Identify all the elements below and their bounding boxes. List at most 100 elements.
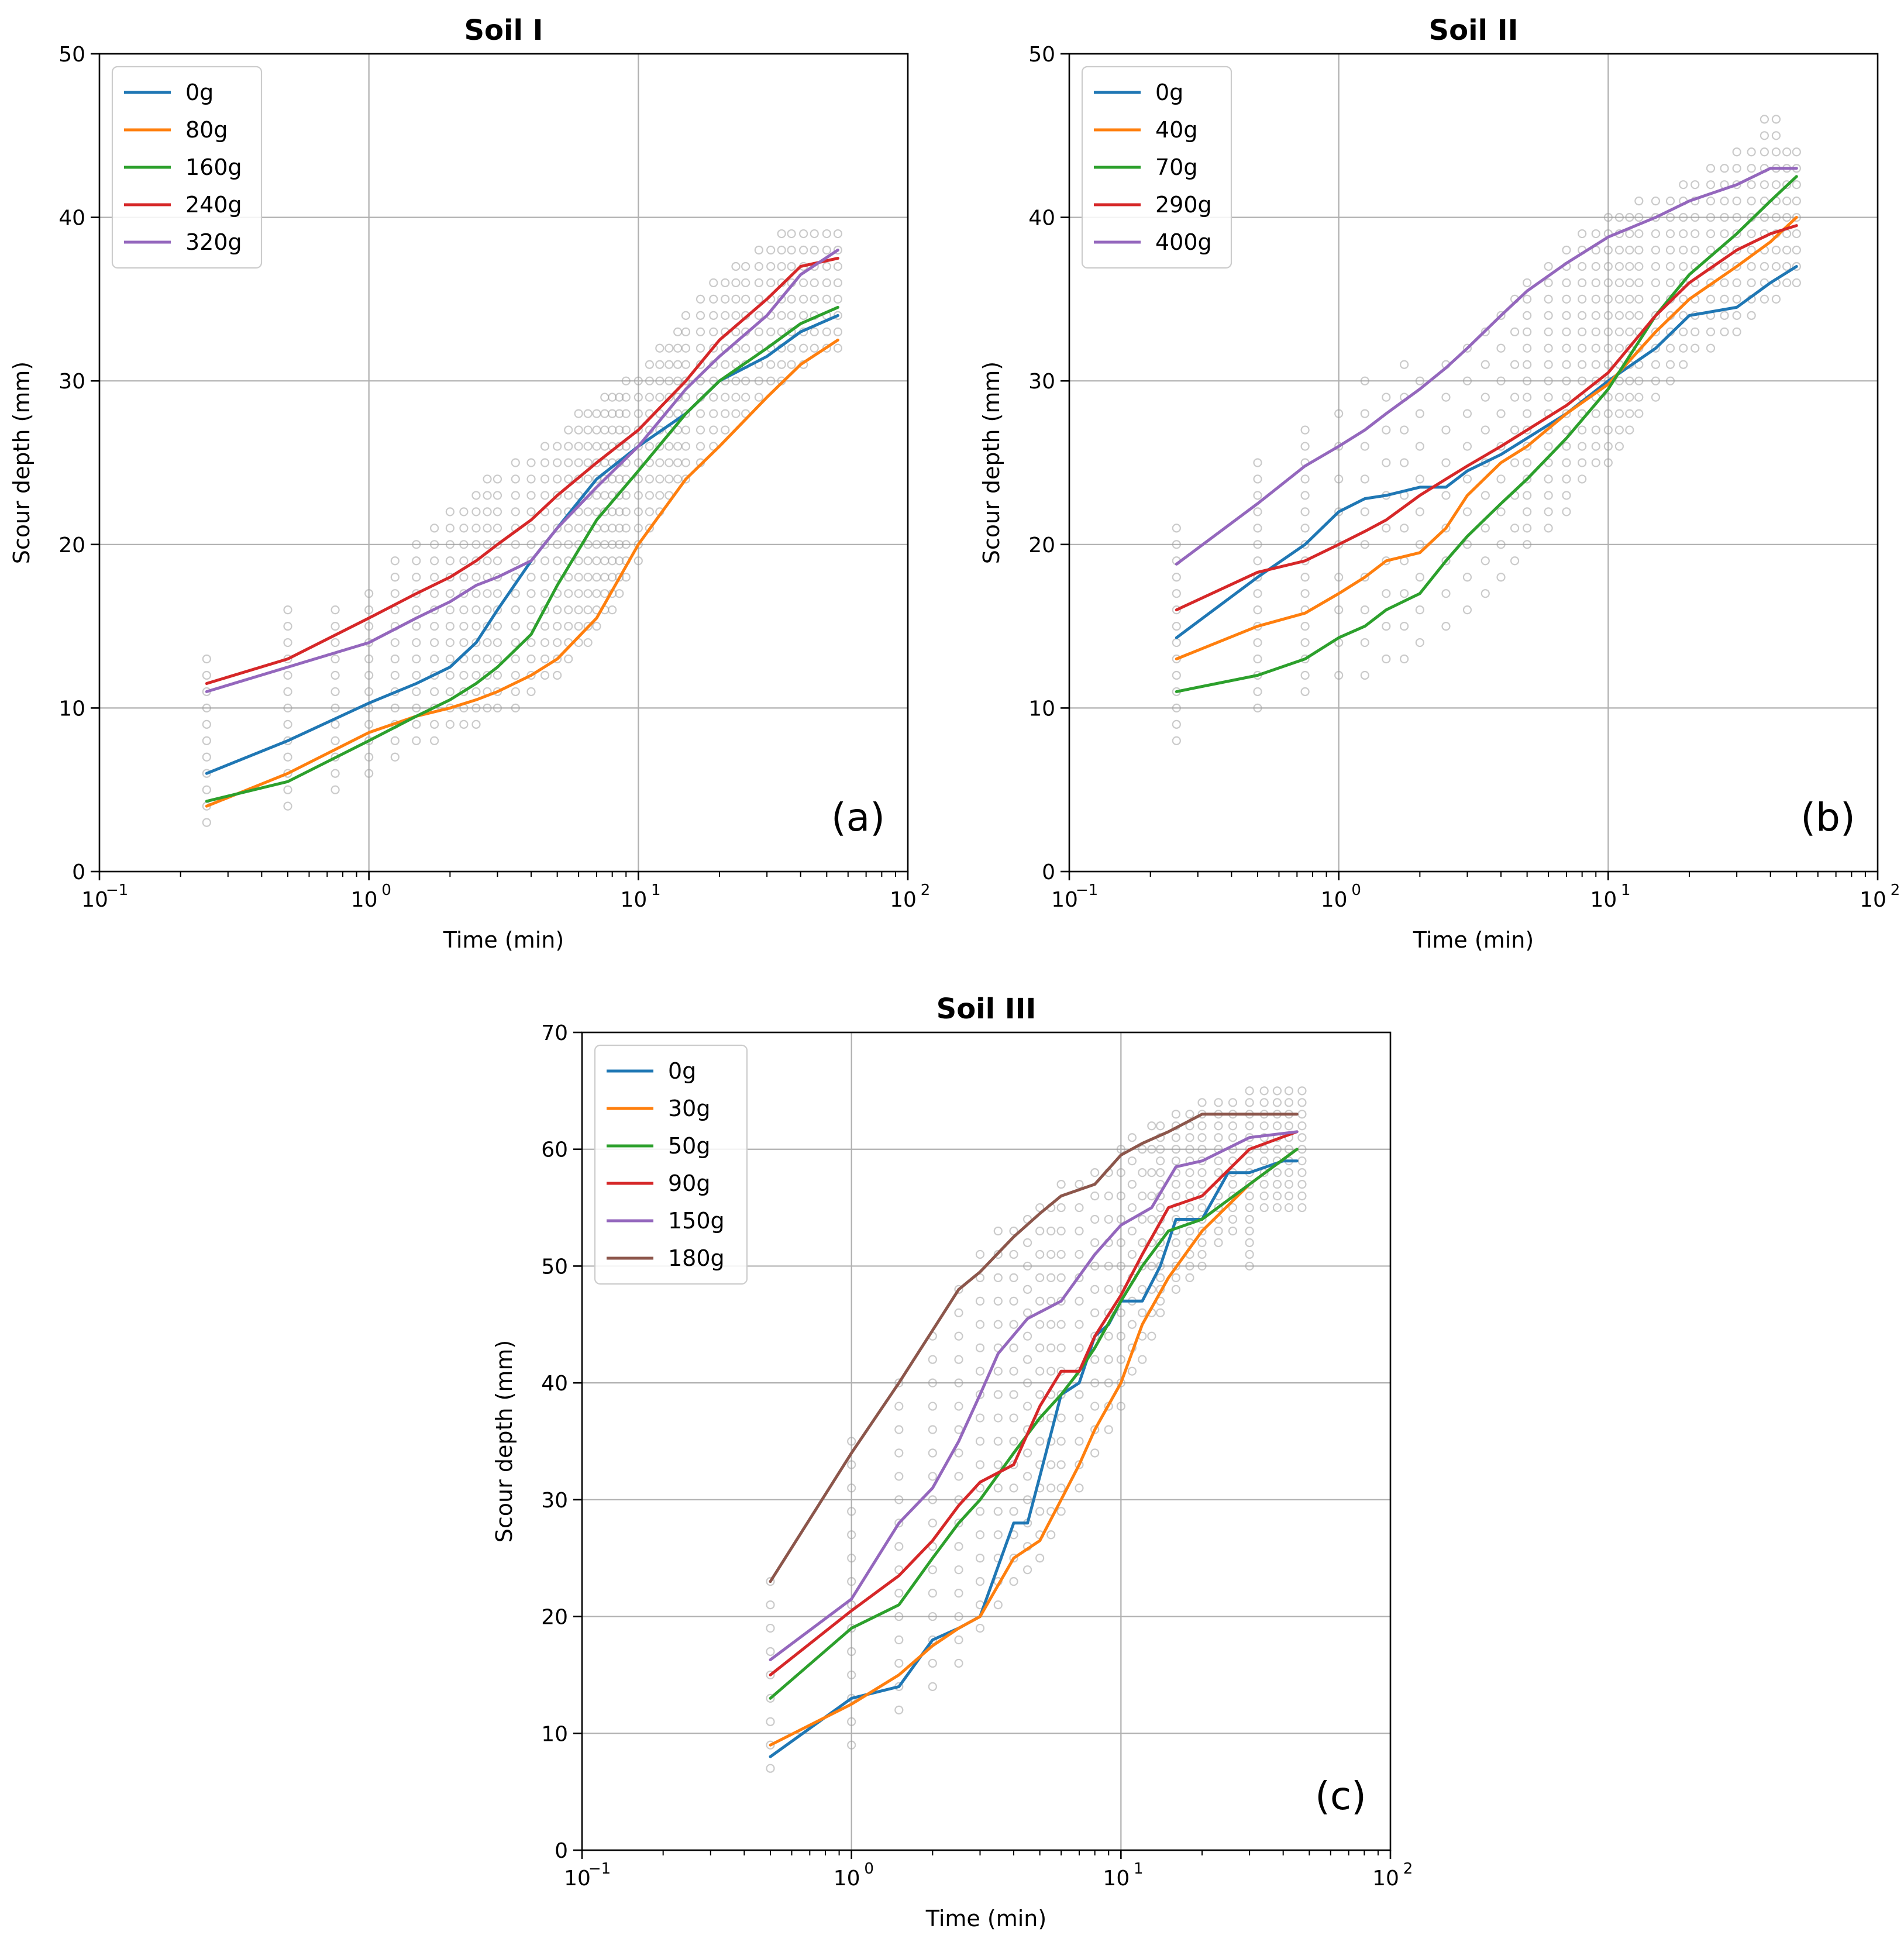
observation-point: [583, 589, 593, 598]
observation-point: [1172, 736, 1181, 745]
observation-point: [1046, 1273, 1056, 1282]
observation-point: [471, 605, 481, 615]
observation-point: [1185, 1261, 1194, 1271]
observation-point: [471, 621, 481, 631]
observation-point: [430, 638, 439, 648]
observation-point: [430, 589, 439, 598]
observation-point: [681, 392, 691, 402]
observation-point: [1360, 670, 1369, 680]
observation-point: [1075, 1296, 1084, 1306]
observation-point: [1035, 1437, 1045, 1446]
observation-point: [655, 474, 664, 484]
observation-point: [471, 507, 481, 517]
observation-point: [459, 589, 469, 598]
observation-point: [645, 376, 655, 385]
observation-point: [1127, 1226, 1137, 1236]
observation-point: [330, 769, 340, 778]
observation-point: [847, 1437, 856, 1446]
observation-point: [1272, 1180, 1282, 1189]
observation-point: [766, 360, 776, 369]
observation-point: [1603, 245, 1613, 255]
y-tick-label: 10: [1028, 697, 1055, 721]
observation-point: [1360, 540, 1369, 549]
observation-point: [847, 1530, 856, 1540]
x-tick-exponent: −1: [1076, 882, 1098, 899]
observation-point: [553, 621, 562, 631]
observation-point: [1706, 245, 1716, 255]
observation-point: [1523, 327, 1532, 336]
observation-point: [1300, 540, 1310, 549]
observation-point: [1792, 278, 1801, 288]
observation-point: [1523, 311, 1532, 320]
observation-point: [1625, 278, 1634, 288]
observation-point: [1075, 1226, 1084, 1236]
observation-point: [1578, 360, 1587, 369]
chart-title: Soil III: [936, 993, 1037, 1025]
observation-point: [412, 540, 421, 549]
observation-point: [1272, 1098, 1282, 1107]
observation-point: [459, 573, 469, 582]
observation-point: [459, 638, 469, 648]
observation-point: [709, 278, 718, 288]
y-tick-label: 20: [58, 533, 85, 557]
observation-point: [1156, 1308, 1165, 1317]
observation-point: [1679, 311, 1688, 320]
observation-point: [847, 1717, 856, 1726]
observation-point: [1562, 294, 1571, 304]
observation-point: [283, 801, 292, 811]
observation-point: [1720, 164, 1729, 173]
observation-point: [1720, 229, 1729, 239]
observation-point: [1665, 278, 1675, 288]
observation-point: [1197, 1261, 1207, 1271]
observation-point: [633, 392, 643, 402]
observation-point: [1690, 327, 1700, 336]
observation-point: [592, 621, 601, 631]
observation-point: [1480, 556, 1490, 566]
observation-point: [445, 540, 455, 549]
observation-point: [894, 1402, 904, 1411]
observation-point: [1056, 1437, 1066, 1446]
observation-point: [1690, 213, 1700, 222]
observation-point: [1253, 605, 1262, 615]
observation-point: [1523, 540, 1532, 549]
observation-point: [471, 573, 481, 582]
observation-point: [975, 1623, 985, 1633]
observation-point: [459, 687, 469, 697]
observation-point: [645, 360, 655, 369]
observation-point: [526, 524, 536, 533]
legend-label: 290g: [1155, 192, 1212, 218]
observation-point: [1732, 294, 1741, 304]
observation-point: [894, 1378, 904, 1387]
observation-point: [1360, 638, 1369, 648]
observation-point: [1147, 1331, 1156, 1341]
observation-point: [412, 589, 421, 598]
observation-point: [1185, 1145, 1194, 1154]
legend-label: 80g: [185, 117, 228, 143]
observation-point: [1771, 147, 1781, 157]
x-tick-label: 10: [1051, 888, 1078, 912]
observation-point: [511, 703, 520, 713]
observation-point: [810, 294, 819, 304]
observation-point: [847, 1483, 856, 1493]
observation-point: [483, 638, 492, 648]
observation-point: [1720, 278, 1729, 288]
observation-point: [1138, 1191, 1147, 1201]
observation-point: [993, 1600, 1003, 1610]
observation-point: [1415, 409, 1424, 418]
observation-point: [615, 556, 624, 566]
observation-point: [1496, 474, 1506, 484]
observation-point: [583, 638, 593, 648]
observation-point: [493, 670, 502, 680]
observation-point: [1523, 458, 1532, 467]
observation-point: [975, 1296, 985, 1306]
observation-point: [1591, 343, 1600, 353]
observation-point: [553, 474, 562, 484]
observation-point: [1747, 147, 1756, 157]
observation-point: [721, 392, 730, 402]
observation-point: [330, 703, 340, 713]
x-axis-label: Time (min): [443, 927, 564, 953]
observation-point: [833, 327, 842, 336]
observation-point: [574, 605, 583, 615]
observation-point: [696, 294, 705, 304]
observation-point: [664, 474, 674, 484]
